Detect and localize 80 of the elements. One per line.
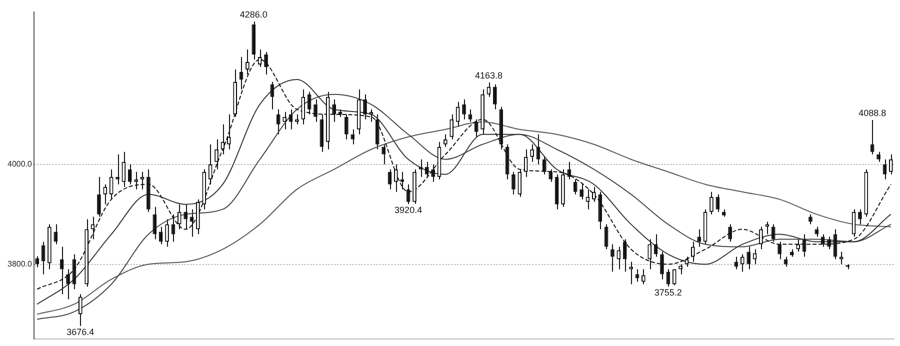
candlestick: [629, 261, 633, 285]
candlestick: [765, 221, 770, 235]
candlestick: [314, 98, 318, 122]
candlestick: [808, 214, 812, 225]
candlestick: [152, 206, 157, 240]
candlestick: [728, 224, 732, 242]
annotation: 3755.2: [654, 288, 682, 298]
candlestick: [214, 138, 218, 170]
y-tick-label: 3800.0: [8, 259, 33, 268]
candlestick: [524, 148, 528, 178]
candlestick: [672, 268, 676, 286]
annotation: 4286.0: [240, 9, 268, 20]
annotation: 3920.4: [394, 205, 422, 216]
candlestick: [54, 224, 58, 245]
candlestick: [858, 208, 862, 225]
candlestick: [462, 98, 466, 120]
y-tick-label: 4000.0: [8, 160, 33, 169]
candlestick: [295, 114, 299, 125]
candlestick: [134, 171, 138, 190]
candlestick: [103, 184, 108, 205]
candlestick: [400, 171, 404, 190]
candlestick: [493, 84, 497, 110]
candlestick: [580, 184, 584, 200]
candlestick: [35, 256, 40, 268]
candlestick: [332, 98, 336, 122]
candlestick: [710, 191, 714, 215]
candlestick: [610, 244, 614, 272]
candlestick: [820, 234, 825, 248]
candlestick: [827, 236, 831, 250]
candlestick: [184, 204, 188, 230]
candlestick: [839, 251, 844, 265]
candlestick: [276, 108, 280, 135]
candlestick: [691, 241, 695, 262]
candlestick: [424, 161, 429, 178]
candlestick: [573, 178, 578, 195]
candlestick: [431, 164, 435, 182]
candlestick: [888, 154, 893, 175]
candlestick: [592, 186, 596, 202]
candlestick: [648, 238, 652, 270]
annotation: 4163.8: [474, 70, 503, 81]
candlestick: [870, 120, 874, 155]
candlestick: [778, 241, 782, 260]
candlestick: [301, 88, 306, 125]
candlestick: [165, 218, 169, 248]
annotation: 3676.4: [66, 326, 94, 337]
candlestick: [78, 294, 82, 327]
candlestick: [876, 151, 880, 162]
candlestick: [548, 168, 553, 182]
candlestick: [474, 118, 478, 138]
candlestick: [350, 128, 355, 145]
candlestick: [282, 111, 286, 130]
candlestick: [642, 268, 646, 285]
candlestick: [814, 226, 819, 238]
candlestick: [512, 171, 516, 195]
candlestick: [116, 154, 120, 185]
candlestick: [109, 168, 114, 200]
candlestick: [678, 264, 682, 275]
candlestick: [177, 204, 182, 230]
candlestick: [771, 224, 776, 242]
candlestick: [363, 94, 367, 120]
candlestick: [344, 114, 348, 140]
annotation: 4088.8: [858, 108, 886, 118]
candlestick: [622, 238, 627, 272]
candlestick: [796, 238, 800, 252]
candlestick: [530, 144, 534, 162]
candlestick: [97, 176, 101, 218]
candlestick: [394, 164, 398, 192]
candlestick: [158, 226, 163, 245]
candlestick: [128, 164, 132, 185]
candlestick: [382, 144, 386, 165]
candlestick: [542, 156, 546, 175]
candlestick: [375, 114, 380, 150]
candlestick: [450, 114, 454, 140]
candlestick: [740, 254, 744, 272]
candlestick: [697, 228, 702, 248]
candlestick: [746, 246, 751, 270]
candlestick: [226, 114, 231, 150]
candlestick: [444, 134, 448, 148]
candlestick: [759, 226, 763, 250]
candlestick: [660, 251, 664, 280]
